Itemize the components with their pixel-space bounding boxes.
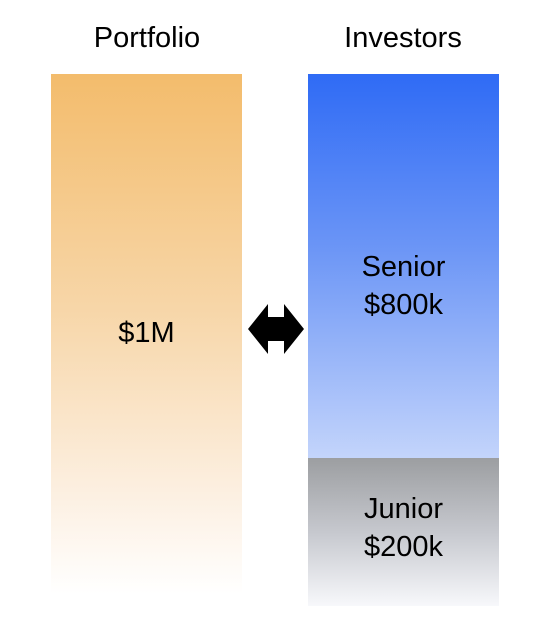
senior-value: $800k bbox=[363, 289, 443, 321]
investors-heading: Investors bbox=[344, 22, 462, 54]
portfolio-block: $1M bbox=[51, 74, 242, 594]
junior-tranche-block: Junior $200k bbox=[308, 458, 499, 606]
senior-tranche-block: Senior $800k bbox=[308, 74, 499, 458]
senior-tranche-label: Senior $800k bbox=[308, 248, 499, 324]
junior-tranche-label: Junior $200k bbox=[308, 490, 499, 566]
junior-value: $200k bbox=[363, 531, 443, 563]
senior-name: Senior bbox=[361, 251, 446, 283]
portfolio-value: $1M bbox=[118, 317, 175, 349]
portfolio-heading: Portfolio bbox=[93, 22, 201, 54]
junior-name: Junior bbox=[364, 493, 443, 525]
double-headed-arrow-icon bbox=[248, 304, 304, 354]
